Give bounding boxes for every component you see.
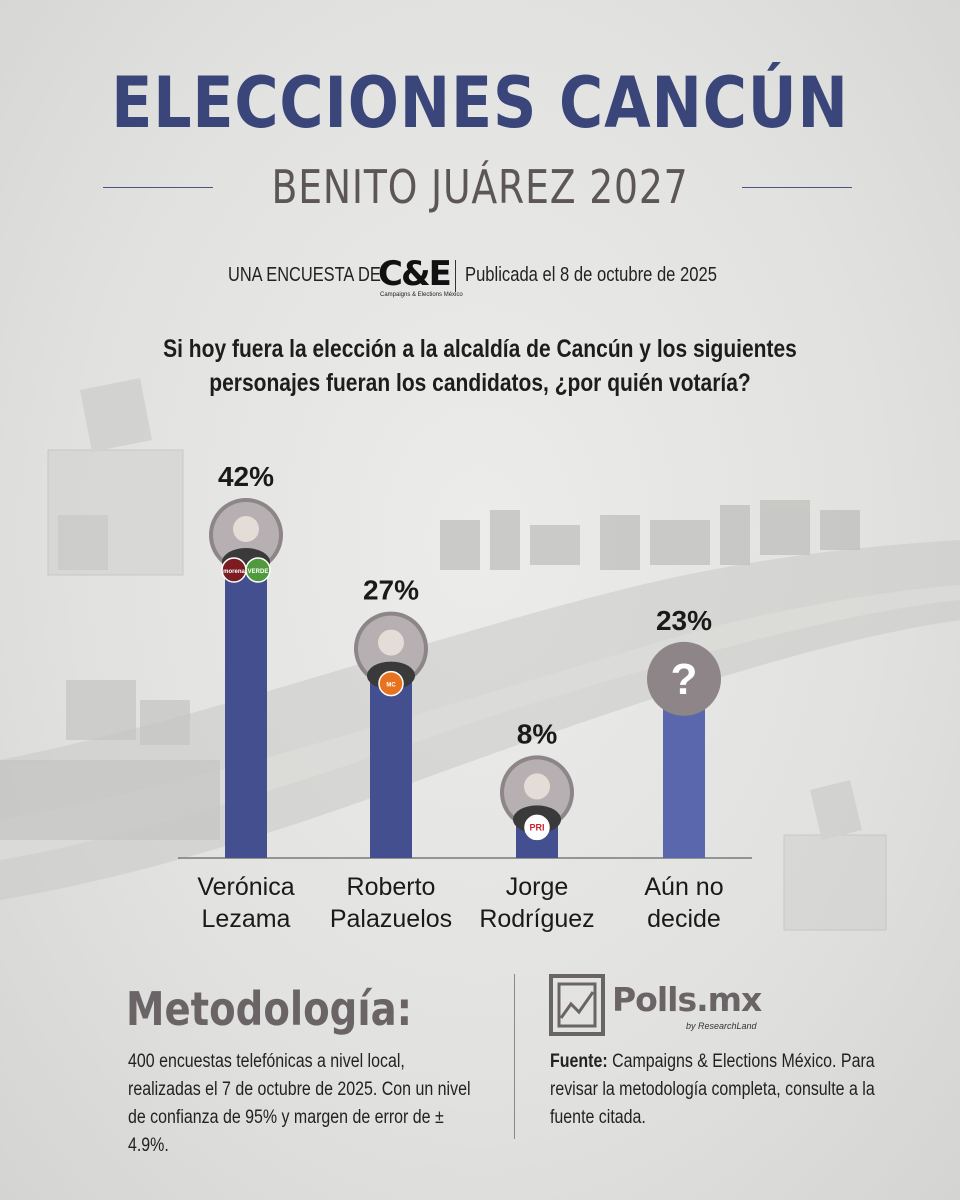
candidate-face xyxy=(378,629,404,656)
byline-separator xyxy=(455,260,456,292)
value-label: 23% xyxy=(656,605,712,636)
candidate-face xyxy=(524,773,550,800)
party-badge-label: MC xyxy=(386,683,396,689)
party-badge-label: VERDE xyxy=(248,569,269,575)
question-line-2: personajes fueran los candidatos, ¿por q… xyxy=(209,369,751,397)
category-label: Roberto xyxy=(347,873,436,901)
category-label: decide xyxy=(647,905,721,933)
subtitle-rule-left xyxy=(103,187,213,188)
party-badge-pri xyxy=(524,814,550,841)
page-subtitle: BENITO JUÁREZ 2027 xyxy=(271,160,689,214)
polls-brand-sub: by ResearchLand xyxy=(686,1021,757,1031)
byline: UNA ENCUESTA DE: C&E Campaigns & Electio… xyxy=(0,252,960,298)
value-label: 42% xyxy=(218,461,274,492)
polls-chart-icon xyxy=(549,974,605,1036)
byline-label: UNA ENCUESTA DE: xyxy=(228,264,386,286)
value-label: 27% xyxy=(363,575,419,606)
category-label: Palazuelos xyxy=(330,905,452,933)
category-label: Jorge xyxy=(506,873,569,901)
party-badge-label: morena xyxy=(223,569,245,575)
question-line-1: Si hoy fuera la elección a la alcaldía d… xyxy=(163,335,797,363)
candidate-face xyxy=(233,516,259,542)
survey-question: Si hoy fuera la elección a la alcaldía d… xyxy=(144,332,816,400)
ce-logo: C&E xyxy=(378,254,452,294)
value-label: 8% xyxy=(517,718,558,749)
category-label: Aún no xyxy=(644,873,723,901)
undecided-question-icon: ? xyxy=(671,655,698,704)
page-title: ELECCIONES CANCÚN xyxy=(111,62,849,144)
polls-brand: Polls.mx xyxy=(612,980,762,1019)
candidate-avatar-ring xyxy=(647,641,721,716)
bar xyxy=(225,540,267,858)
published-date: Publicada el 8 de octubre de 2025 xyxy=(465,264,717,286)
party-badge-mc xyxy=(378,670,404,697)
source-text: Fuente: Campaigns & Elections México. Pa… xyxy=(550,1048,903,1132)
methodology-title: Metodología: xyxy=(126,982,413,1036)
category-label: Rodríguez xyxy=(479,905,594,933)
methodology-text: 400 encuestas telefónicas a nivel local,… xyxy=(128,1051,471,1156)
subtitle-rule-right xyxy=(742,187,852,188)
category-label: Lezama xyxy=(202,905,291,933)
category-label: Verónica xyxy=(197,873,294,901)
party-badge-verde xyxy=(245,557,271,583)
footer-divider xyxy=(514,974,515,1139)
party-badge-label: PRI xyxy=(529,822,544,832)
ce-logo-subtext: Campaigns & Elections México xyxy=(380,292,463,298)
source-body: Campaigns & Elections México. Para revis… xyxy=(550,1051,875,1128)
source-label: Fuente: xyxy=(550,1051,608,1072)
